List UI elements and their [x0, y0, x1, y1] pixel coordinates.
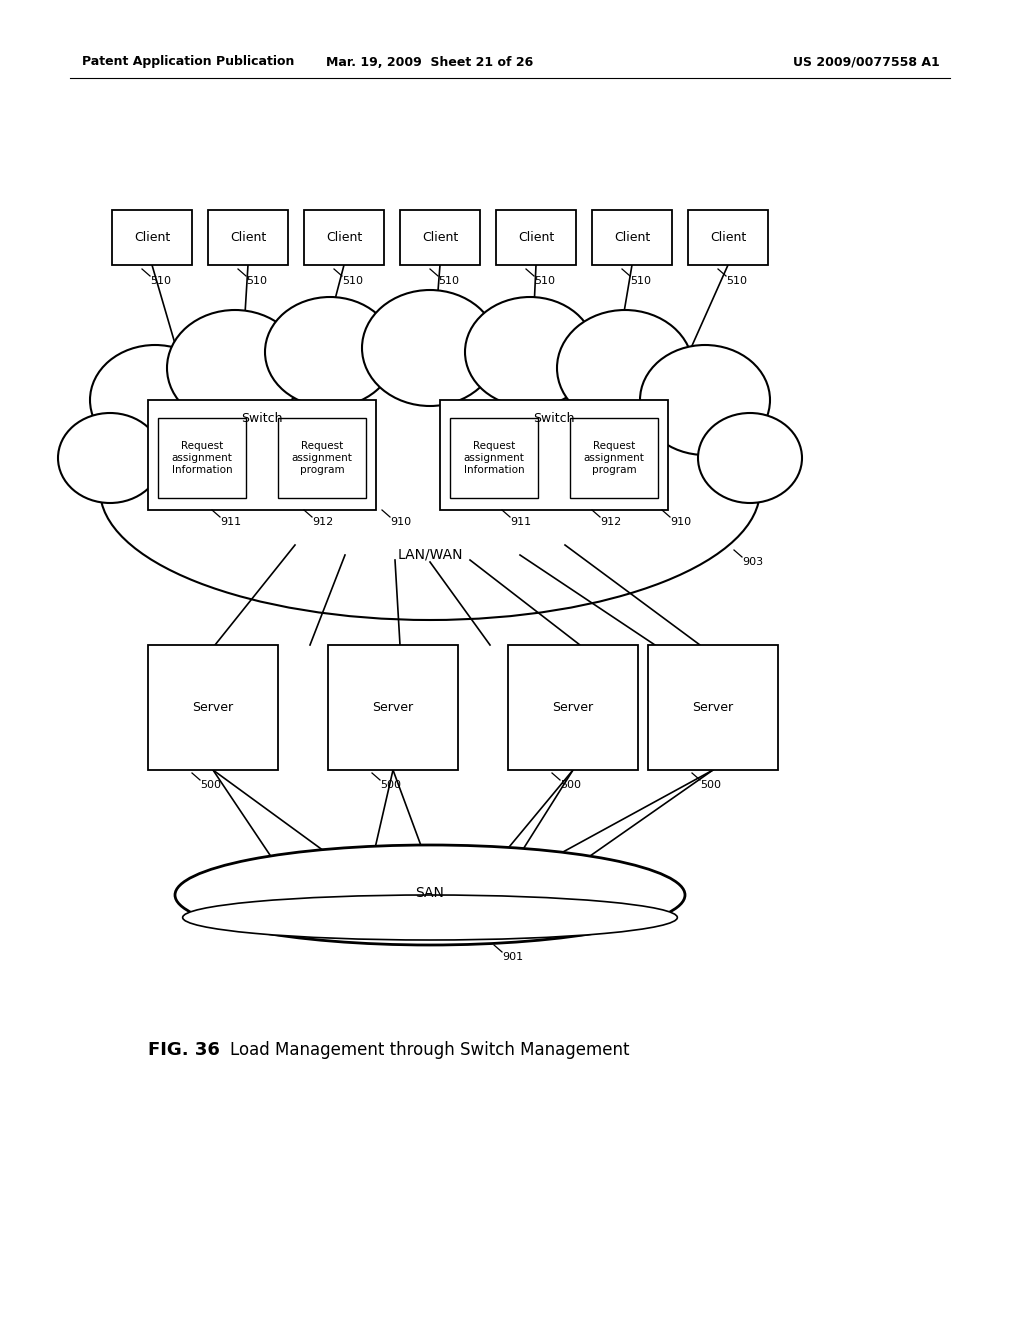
Text: 510: 510 [726, 276, 746, 286]
Bar [400, 210, 480, 265]
Ellipse shape [640, 345, 770, 455]
Text: 500: 500 [560, 780, 581, 789]
Bar [648, 645, 778, 770]
Bar [440, 400, 668, 510]
Text: 510: 510 [534, 276, 555, 286]
Bar [208, 210, 288, 265]
Ellipse shape [167, 310, 303, 426]
Text: Request
assignment
Information: Request assignment Information [172, 441, 232, 475]
Text: 500: 500 [700, 780, 721, 789]
Bar [112, 210, 193, 265]
Text: Server: Server [692, 701, 733, 714]
Ellipse shape [175, 845, 685, 945]
Ellipse shape [90, 345, 220, 455]
Text: Request
assignment
Information: Request assignment Information [464, 441, 524, 475]
Text: 510: 510 [342, 276, 362, 286]
Bar [450, 418, 538, 498]
Text: US 2009/0077558 A1: US 2009/0077558 A1 [794, 55, 940, 69]
Text: 500: 500 [380, 780, 401, 789]
Text: 911: 911 [510, 517, 531, 527]
Bar [148, 400, 376, 510]
Ellipse shape [557, 310, 693, 426]
Ellipse shape [265, 297, 395, 407]
Bar [496, 210, 575, 265]
Bar [158, 418, 246, 498]
Bar [148, 645, 278, 770]
Text: 911: 911 [220, 517, 241, 527]
Text: Patent Application Publication: Patent Application Publication [82, 55, 294, 69]
Text: 510: 510 [630, 276, 651, 286]
Ellipse shape [465, 297, 595, 407]
Text: Request
assignment
program: Request assignment program [584, 441, 644, 475]
Text: Server: Server [193, 701, 233, 714]
Text: 903: 903 [742, 557, 763, 568]
Text: Client: Client [710, 231, 746, 244]
Text: 510: 510 [438, 276, 459, 286]
Text: 510: 510 [150, 276, 171, 286]
Text: Client: Client [613, 231, 650, 244]
Text: 510: 510 [246, 276, 267, 286]
Bar [328, 645, 458, 770]
Text: Client: Client [326, 231, 362, 244]
Text: Client: Client [134, 231, 170, 244]
Ellipse shape [362, 290, 498, 407]
Text: Load Management through Switch Management: Load Management through Switch Managemen… [230, 1041, 630, 1059]
Bar [570, 418, 658, 498]
Text: LAN/WAN: LAN/WAN [397, 548, 463, 562]
Text: Server: Server [373, 701, 414, 714]
Text: 910: 910 [390, 517, 411, 527]
Bar [304, 210, 384, 265]
Text: Mar. 19, 2009  Sheet 21 of 26: Mar. 19, 2009 Sheet 21 of 26 [327, 55, 534, 69]
Text: Request
assignment
program: Request assignment program [292, 441, 352, 475]
Bar [688, 210, 768, 265]
Bar [592, 210, 672, 265]
Text: Client: Client [518, 231, 554, 244]
Text: 912: 912 [600, 517, 622, 527]
Text: FIG. 36: FIG. 36 [148, 1041, 220, 1059]
Ellipse shape [58, 413, 162, 503]
Ellipse shape [698, 413, 802, 503]
Text: 912: 912 [312, 517, 333, 527]
Text: Server: Server [552, 701, 594, 714]
Bar [508, 645, 638, 770]
Bar [278, 418, 366, 498]
Text: Client: Client [229, 231, 266, 244]
Text: Switch: Switch [242, 412, 283, 425]
Text: Client: Client [422, 231, 458, 244]
Text: 500: 500 [200, 780, 221, 789]
Text: Switch: Switch [534, 412, 574, 425]
Ellipse shape [182, 895, 677, 940]
Text: 910: 910 [670, 517, 691, 527]
Ellipse shape [100, 360, 760, 620]
Text: SAN: SAN [416, 886, 444, 900]
Text: 901: 901 [502, 952, 523, 962]
